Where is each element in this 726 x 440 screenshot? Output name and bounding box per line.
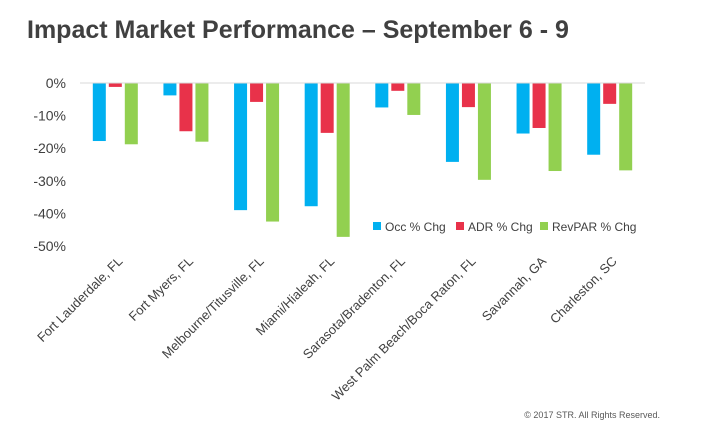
x-tick-label: Savannah, GA bbox=[479, 253, 550, 324]
bar bbox=[391, 83, 405, 91]
bar bbox=[163, 83, 177, 96]
bar bbox=[179, 83, 193, 132]
copyright-text: © 2017 STR. All Rights Reserved. bbox=[524, 410, 660, 420]
legend-swatch bbox=[456, 222, 464, 230]
bar bbox=[548, 83, 562, 172]
x-tick-label: Fort Myers, FL bbox=[126, 254, 196, 324]
legend: Occ % Chg ADR % Chg RevPAR % Chg bbox=[373, 220, 636, 234]
legend-label: Occ % Chg bbox=[385, 220, 446, 234]
bar bbox=[619, 83, 633, 171]
bar bbox=[234, 83, 248, 211]
legend-label: RevPAR % Chg bbox=[552, 220, 636, 234]
bar bbox=[92, 83, 106, 142]
bar bbox=[304, 83, 318, 207]
bar bbox=[250, 83, 264, 102]
legend-label: ADR % Chg bbox=[468, 220, 533, 234]
bar bbox=[587, 83, 601, 155]
bar bbox=[461, 83, 475, 108]
y-axis: 0% -10% -20% -30% -40% -50% bbox=[33, 75, 66, 254]
bar bbox=[516, 83, 530, 134]
x-axis-labels: Fort Lauderdale, FL Fort Myers, FLMelbour… bbox=[34, 253, 620, 403]
x-tick-label: Charleston, SC bbox=[547, 254, 620, 327]
y-tick-label: 0% bbox=[46, 75, 66, 91]
y-tick-label: -40% bbox=[33, 205, 66, 221]
bar bbox=[108, 83, 122, 87]
bar bbox=[266, 83, 280, 222]
y-tick-label: -10% bbox=[33, 108, 66, 124]
bar bbox=[195, 83, 209, 142]
x-tick-label: Fort Lauderdale, FL bbox=[34, 254, 125, 345]
bar bbox=[320, 83, 334, 133]
bars bbox=[92, 83, 633, 237]
bar bbox=[603, 83, 617, 104]
y-tick-label: -20% bbox=[33, 140, 66, 156]
bar bbox=[532, 83, 546, 128]
y-tick-label: -30% bbox=[33, 173, 66, 189]
x-tick-label: West Palm Beach/Boca Raton, FL bbox=[329, 254, 479, 404]
bar bbox=[477, 83, 491, 180]
bar bbox=[407, 83, 421, 115]
bar bbox=[445, 83, 459, 162]
y-tick-label: -50% bbox=[33, 238, 66, 254]
legend-swatch bbox=[540, 222, 548, 230]
bar bbox=[124, 83, 138, 145]
bar bbox=[336, 83, 350, 237]
chart-title: Impact Market Performance – September 6 … bbox=[27, 16, 569, 44]
legend-swatch bbox=[373, 222, 381, 230]
bar bbox=[375, 83, 389, 108]
